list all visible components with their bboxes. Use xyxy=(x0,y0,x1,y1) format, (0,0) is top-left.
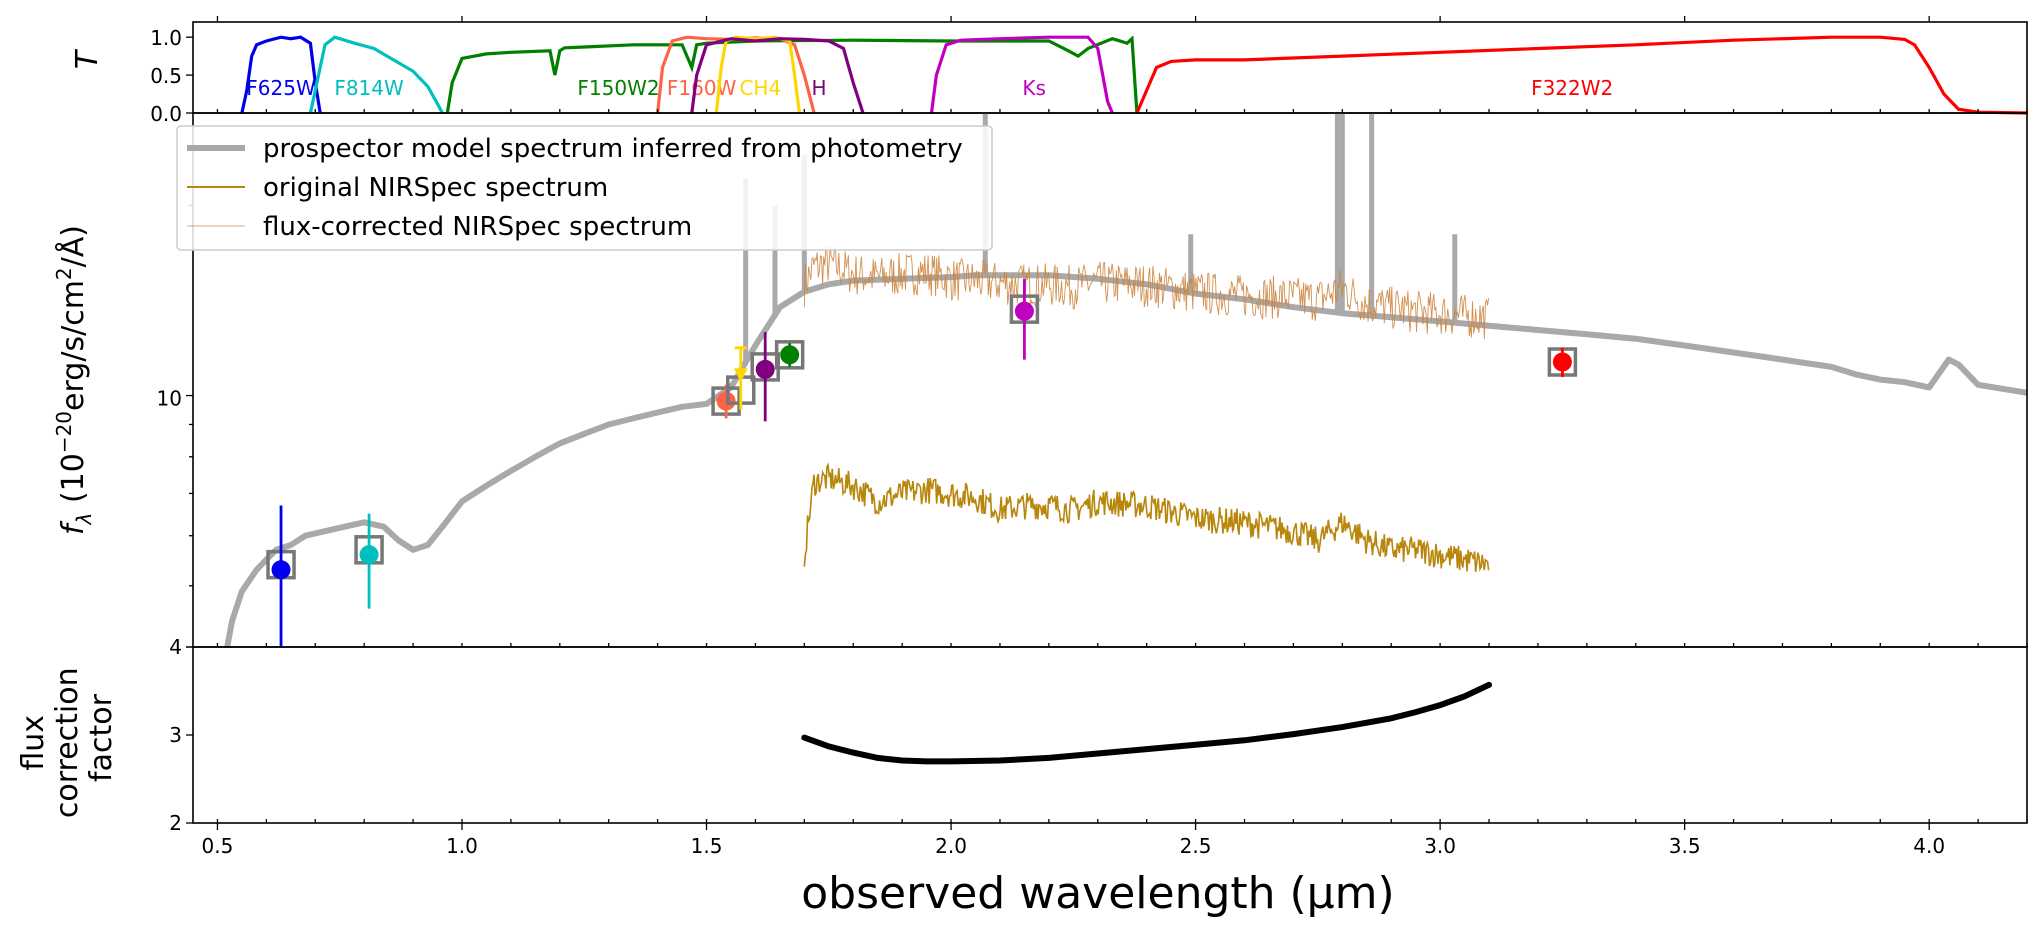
transmission-axes-frame xyxy=(192,21,2028,114)
filter-curve-f814w xyxy=(308,35,444,114)
filter-curve-f322w2 xyxy=(1135,35,2028,115)
filter-curve-f150w2 xyxy=(445,35,1139,114)
legend-label-corrected: flux-corrected NIRSpec spectrum xyxy=(263,212,692,242)
filter-curve-f625w xyxy=(240,35,322,114)
filter-label-f625w: F625W xyxy=(246,76,316,100)
x-tick-label: 3.5 xyxy=(1669,834,1701,858)
filter-label-ks: Ks xyxy=(1022,76,1046,100)
x-tick-label: 2.5 xyxy=(1180,834,1212,858)
x-tick-label: 0.5 xyxy=(202,834,234,858)
filter-curves: F625W F814W F150W2 F160W CH4 H Ks F322W2 xyxy=(240,35,2028,115)
transmission-ytick-label: 0.5 xyxy=(150,64,182,88)
x-tick-label: 1.0 xyxy=(446,834,478,858)
original-spectrum-line xyxy=(803,462,1490,572)
correction-ylabel: flux correction factor xyxy=(16,658,119,818)
photometry-ch4 xyxy=(726,346,756,410)
correction-panel: 2 3 4 flux correction factor xyxy=(16,635,2028,835)
filter-label-f814w: F814W xyxy=(334,76,404,100)
transmission-ytick-label: 1.0 xyxy=(150,26,182,50)
sed-ylabel-c: /Å) xyxy=(55,225,91,267)
photometry-f322w2 xyxy=(1547,347,1578,377)
x-tick-label: 2.0 xyxy=(935,834,967,858)
correction-ytick-label: 4 xyxy=(169,635,182,659)
legend-label-original: original NIRSpec spectrum xyxy=(263,173,608,203)
correction-ylabel-line1: flux xyxy=(16,715,51,771)
sed-ylabel-b: erg/s/cm xyxy=(56,280,91,411)
sed-ylabel-sub: λ xyxy=(72,513,96,526)
sed-series xyxy=(224,113,2027,647)
filter-curve-h xyxy=(690,37,865,114)
photometry-f150w2 xyxy=(774,340,805,370)
legend-box xyxy=(176,125,993,251)
correction-ytick-label: 3 xyxy=(169,723,182,747)
correction-axes-frame xyxy=(192,646,2028,824)
photometry-f625w xyxy=(266,505,296,647)
sed-ylabel: fλ (10−20erg/s/cm2/Å) xyxy=(52,225,96,535)
transmission-ytick-label: 0.0 xyxy=(150,102,182,126)
photometry-point xyxy=(780,345,800,365)
filter-curve-ks xyxy=(929,35,1114,114)
photometry-h xyxy=(750,332,780,422)
photometry-ks xyxy=(1009,278,1040,360)
sed-ylabel-sq: 2 xyxy=(52,267,76,280)
photometry-points xyxy=(266,278,1578,647)
correction-ylabel-line2: correction xyxy=(50,667,85,818)
photometry-f814w xyxy=(354,513,384,609)
correction-yticks: 2 3 4 xyxy=(169,635,193,835)
legend: prospector model spectrum inferred from … xyxy=(176,125,993,251)
correction-factor-line xyxy=(801,681,1492,765)
x-axis-ticks: 0.5 1.0 1.5 2.0 2.5 3.0 3.5 4.0 xyxy=(202,16,2028,858)
correction-ylabel-line3: factor xyxy=(84,693,119,782)
corrected-spectrum-line xyxy=(803,245,1490,340)
sed-ytick-label: 10 xyxy=(157,387,182,411)
sed-yticks: 10 xyxy=(157,204,193,648)
upper-limit-arrow xyxy=(733,368,748,383)
x-tick-label: 1.5 xyxy=(691,834,723,858)
x-tick-label: 4.0 xyxy=(1913,834,1945,858)
photometry-point xyxy=(271,560,291,580)
filter-curve-ch4 xyxy=(714,35,801,114)
photometry-point xyxy=(359,545,379,565)
x-axis-label: observed wavelength (μm) xyxy=(801,868,1394,919)
filter-label-f322w2: F322W2 xyxy=(1531,76,1613,100)
filter-label-f150w2: F150W2 xyxy=(577,76,659,100)
filter-label-ch4: CH4 xyxy=(739,76,781,100)
sed-panel: 10 fλ (10−20erg/s/cm2/Å) prospector mode… xyxy=(52,112,2028,648)
model-spectrum-line xyxy=(224,272,2027,647)
transmission-ylabel: T xyxy=(70,48,105,69)
photometry-point xyxy=(1552,352,1572,372)
x-tick-label: 3.0 xyxy=(1424,834,1456,858)
sed-ylabel-exp: −20 xyxy=(52,411,76,453)
correction-series xyxy=(801,681,1492,765)
model-photometry-box xyxy=(774,340,805,370)
filter-label-f160w: F160W xyxy=(667,76,737,100)
photometry-point xyxy=(755,359,775,379)
transmission-yticks: 0.0 0.5 1.0 xyxy=(150,26,193,126)
filter-label-h: H xyxy=(811,76,826,100)
correction-ytick-label: 2 xyxy=(169,811,182,835)
legend-label-model: prospector model spectrum inferred from … xyxy=(263,134,963,164)
photometry-point xyxy=(1014,301,1034,321)
sed-ylabel-a: (10 xyxy=(56,453,91,512)
